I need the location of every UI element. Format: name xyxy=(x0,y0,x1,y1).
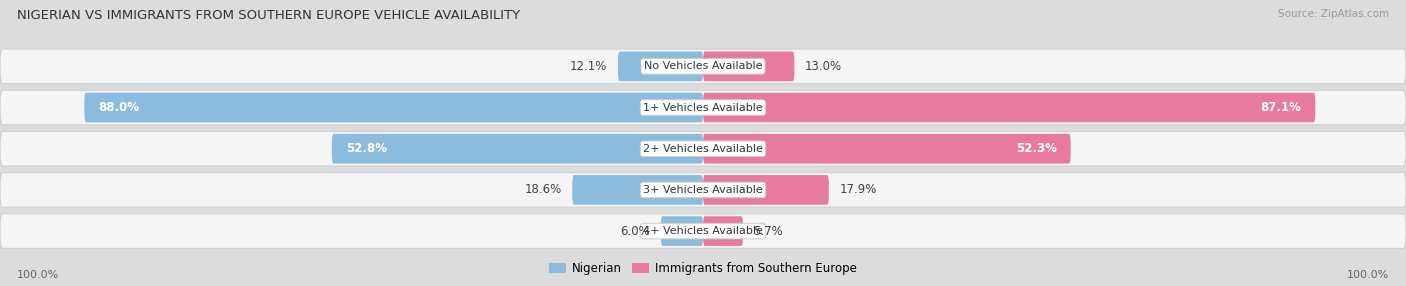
FancyBboxPatch shape xyxy=(84,93,703,122)
FancyBboxPatch shape xyxy=(332,134,703,164)
Text: 5.7%: 5.7% xyxy=(754,225,783,238)
Text: 18.6%: 18.6% xyxy=(524,183,562,196)
Text: 17.9%: 17.9% xyxy=(839,183,877,196)
Text: 52.3%: 52.3% xyxy=(1015,142,1057,155)
Text: 12.1%: 12.1% xyxy=(569,60,607,73)
Text: No Vehicles Available: No Vehicles Available xyxy=(644,61,762,71)
Text: 6.0%: 6.0% xyxy=(620,225,650,238)
Text: 2+ Vehicles Available: 2+ Vehicles Available xyxy=(643,144,763,154)
Text: NIGERIAN VS IMMIGRANTS FROM SOUTHERN EUROPE VEHICLE AVAILABILITY: NIGERIAN VS IMMIGRANTS FROM SOUTHERN EUR… xyxy=(17,9,520,21)
Text: 100.0%: 100.0% xyxy=(1347,270,1389,280)
Text: 3+ Vehicles Available: 3+ Vehicles Available xyxy=(643,185,763,195)
Text: 1+ Vehicles Available: 1+ Vehicles Available xyxy=(643,103,763,112)
FancyBboxPatch shape xyxy=(703,51,794,81)
Text: 88.0%: 88.0% xyxy=(98,101,139,114)
FancyBboxPatch shape xyxy=(0,132,1406,166)
Text: 100.0%: 100.0% xyxy=(17,270,59,280)
FancyBboxPatch shape xyxy=(0,173,1406,207)
Text: 13.0%: 13.0% xyxy=(804,60,842,73)
FancyBboxPatch shape xyxy=(0,49,1406,84)
FancyBboxPatch shape xyxy=(0,214,1406,248)
FancyBboxPatch shape xyxy=(703,93,1316,122)
FancyBboxPatch shape xyxy=(703,134,1071,164)
Legend: Nigerian, Immigrants from Southern Europe: Nigerian, Immigrants from Southern Europ… xyxy=(544,258,862,280)
FancyBboxPatch shape xyxy=(661,216,703,246)
FancyBboxPatch shape xyxy=(703,216,744,246)
FancyBboxPatch shape xyxy=(619,51,703,81)
Text: 4+ Vehicles Available: 4+ Vehicles Available xyxy=(643,226,763,236)
FancyBboxPatch shape xyxy=(0,90,1406,125)
Text: 87.1%: 87.1% xyxy=(1260,101,1302,114)
Text: Source: ZipAtlas.com: Source: ZipAtlas.com xyxy=(1278,9,1389,19)
Text: 52.8%: 52.8% xyxy=(346,142,387,155)
FancyBboxPatch shape xyxy=(703,175,830,205)
FancyBboxPatch shape xyxy=(572,175,703,205)
